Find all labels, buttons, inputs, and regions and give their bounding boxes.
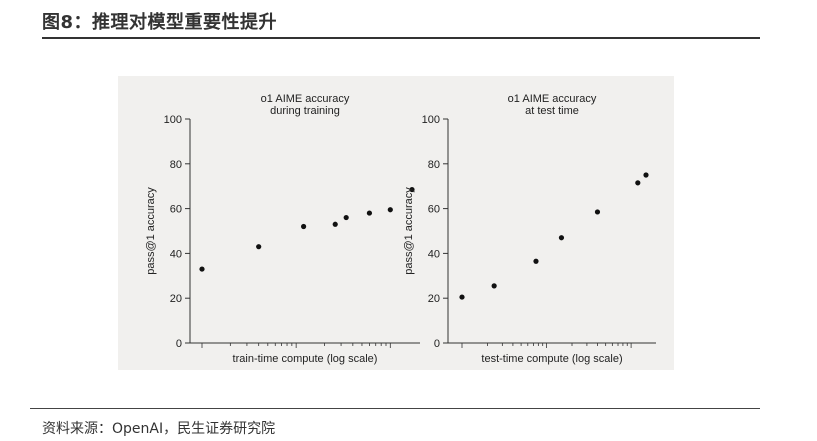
chart-panel: o1 AIME accuracy during training 0 20 40 60 80… <box>118 76 674 370</box>
x-axis-label: train-time compute (log scale) <box>233 353 378 365</box>
chart-title-line: during training <box>270 105 340 117</box>
data-point <box>459 294 465 300</box>
title-divider <box>42 37 760 39</box>
data-point <box>387 207 393 213</box>
y-tick-label: 80 <box>428 159 440 171</box>
y-tick-label: 20 <box>428 293 440 305</box>
y-tick-label: 0 <box>176 338 182 350</box>
x-axis-label: test-time compute (log scale) <box>481 353 622 365</box>
y-tick-label: 60 <box>428 204 440 216</box>
data-point <box>533 258 539 264</box>
data-point <box>491 283 497 289</box>
y-tick-label: 60 <box>170 204 182 216</box>
y-tick-label: 40 <box>170 248 182 260</box>
footer-divider <box>30 408 760 409</box>
data-point <box>643 172 649 178</box>
y-axis-label: pass@1 accuracy <box>403 187 415 275</box>
chart-title-line: o1 AIME accuracy <box>261 93 350 105</box>
y-tick-label: 40 <box>428 248 440 260</box>
y-tick-label: 0 <box>434 338 440 350</box>
y-tick-label: 20 <box>170 293 182 305</box>
data-point <box>635 180 641 186</box>
data-point <box>256 244 262 250</box>
data-point <box>409 186 415 193</box>
y-axis-label: pass@1 accuracy <box>145 187 157 275</box>
data-point <box>301 223 307 230</box>
data-point <box>594 209 601 215</box>
figure-title: 图8：推理对模型重要性提升 <box>42 12 278 33</box>
data-point <box>343 214 349 221</box>
chart-title-line: o1 AIME accuracy <box>508 93 597 105</box>
data-point <box>558 235 565 241</box>
y-tick-label: 100 <box>164 114 182 126</box>
data-point <box>332 221 338 227</box>
y-tick-label: 100 <box>422 114 440 126</box>
data-point <box>199 266 205 272</box>
chart-title-line: at test time <box>525 105 579 117</box>
y-tick-label: 80 <box>170 159 182 171</box>
data-point <box>366 210 373 216</box>
source-note: 资料来源：OpenAI，民生证券研究院 <box>42 421 276 437</box>
